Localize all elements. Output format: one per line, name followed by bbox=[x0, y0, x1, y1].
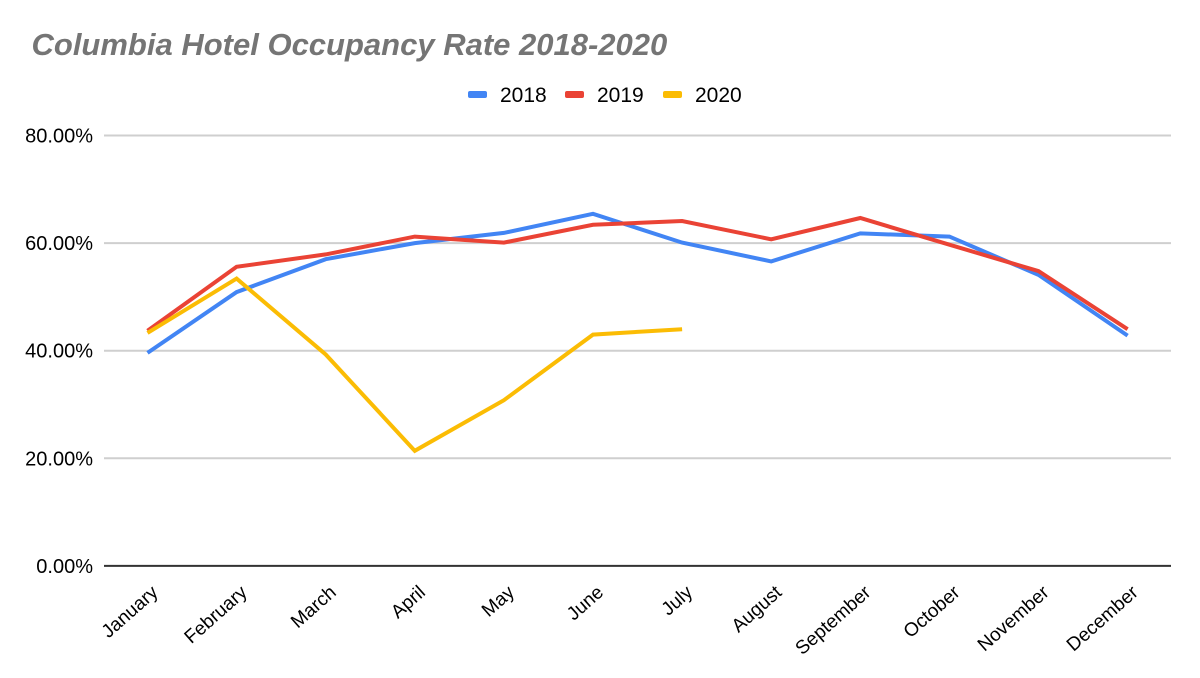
svg-text:2020: 2020 bbox=[695, 84, 742, 107]
svg-text:60.00%: 60.00% bbox=[25, 233, 93, 255]
svg-text:40.00%: 40.00% bbox=[25, 341, 93, 363]
svg-text:0.00%: 0.00% bbox=[36, 556, 93, 578]
svg-text:2019: 2019 bbox=[597, 84, 644, 107]
svg-text:80.00%: 80.00% bbox=[25, 126, 93, 148]
svg-text:Columbia Hotel Occupancy Rate: Columbia Hotel Occupancy Rate 2018-2020 bbox=[32, 27, 668, 62]
svg-text:20.00%: 20.00% bbox=[25, 448, 93, 470]
svg-text:2018: 2018 bbox=[500, 84, 547, 107]
